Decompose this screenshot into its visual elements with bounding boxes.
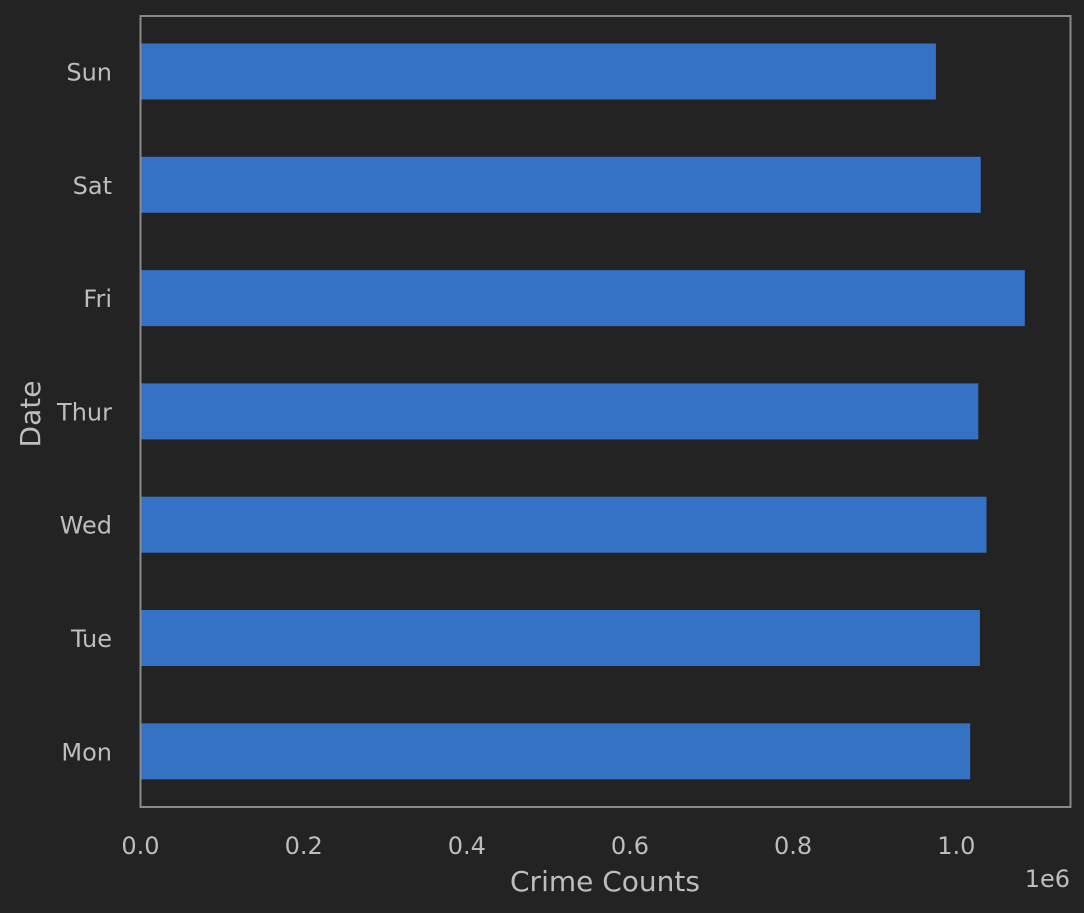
y-tick-label-sun: Sun: [66, 59, 112, 87]
x-tick-label: 0.2: [285, 832, 323, 860]
bar-wed: [140, 496, 987, 553]
bar-sun: [140, 43, 936, 100]
y-tick-label-tue: Tue: [70, 625, 112, 653]
bar-thur: [140, 383, 979, 440]
bar-sat: [140, 156, 981, 213]
y-tick-label-sat: Sat: [73, 172, 112, 200]
bar-tue: [140, 610, 980, 666]
x-offset-label: 1e6: [1025, 865, 1070, 893]
y-tick-labels: Mon Tue Wed Thur Fri Sat Sun: [56, 59, 112, 767]
x-tick-labels: 0.0 0.2 0.4 0.6 0.8 1.0: [121, 832, 975, 860]
bar-mon: [140, 723, 971, 780]
x-axis-label: Crime Counts: [510, 865, 700, 898]
bar-fri: [140, 270, 1025, 327]
y-tick-label-fri: Fri: [83, 285, 112, 313]
x-tick-label: 0.6: [611, 832, 649, 860]
x-tick-label: 0.4: [448, 832, 486, 860]
bars-group: [140, 43, 1025, 780]
y-tick-label-wed: Wed: [60, 512, 112, 540]
y-tick-label-mon: Mon: [61, 738, 112, 766]
x-tick-label: 1.0: [937, 832, 975, 860]
plot-frame: [139, 15, 1072, 808]
x-tick-label: 0.8: [774, 832, 812, 860]
y-axis-label: Date: [14, 381, 47, 448]
x-tick-label: 0.0: [121, 832, 159, 860]
y-tick-label-thur: Thur: [56, 398, 112, 426]
